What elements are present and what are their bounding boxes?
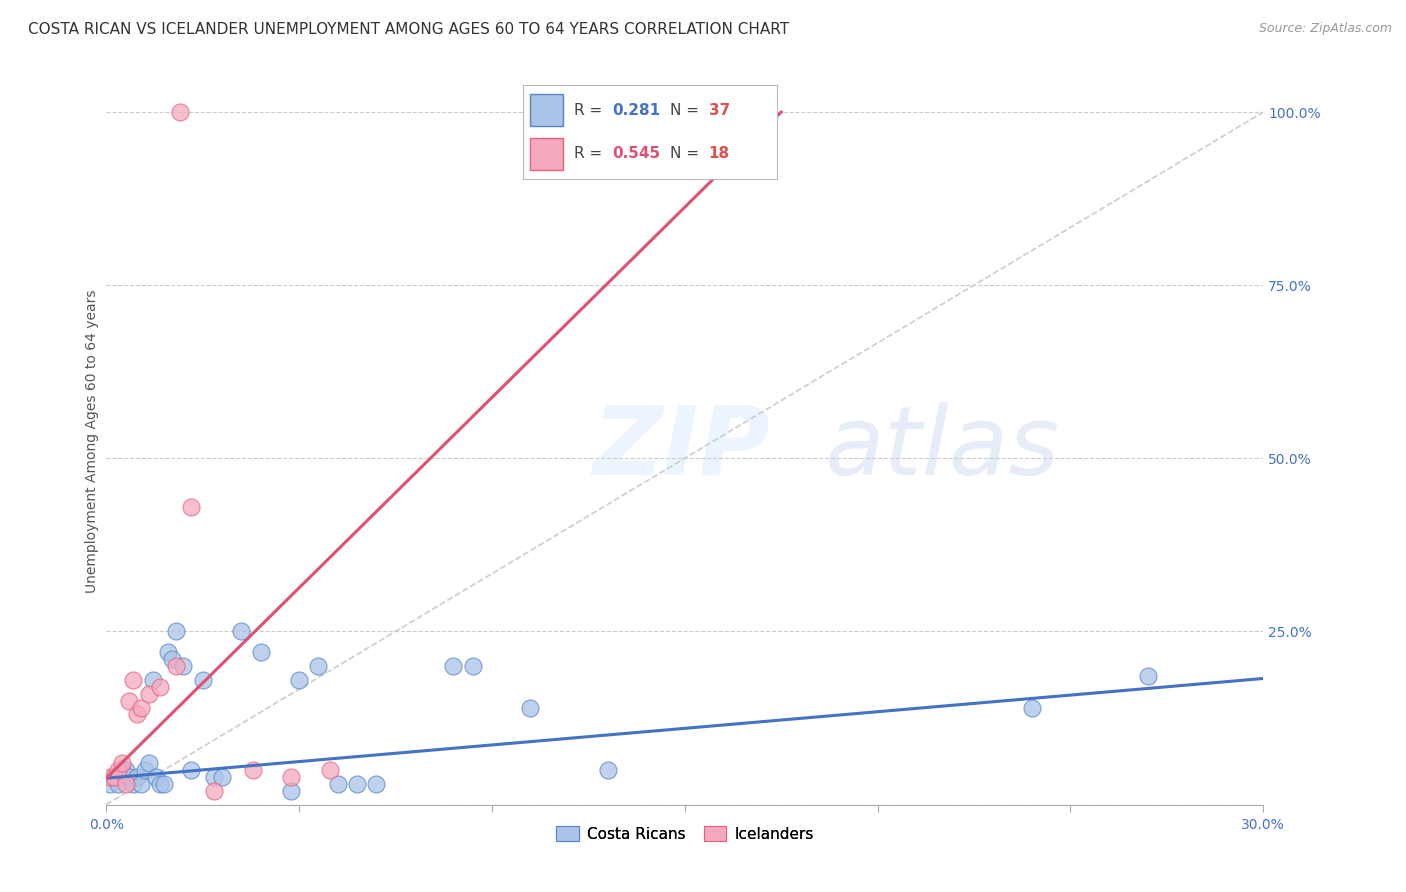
Point xyxy=(103,770,125,784)
Point xyxy=(149,777,172,791)
Point xyxy=(202,770,225,784)
Point xyxy=(134,763,156,777)
Point xyxy=(326,777,349,791)
Point xyxy=(346,777,368,791)
Point xyxy=(153,777,176,791)
Point xyxy=(319,763,342,777)
Point xyxy=(172,659,194,673)
Point xyxy=(596,763,619,777)
Point xyxy=(141,673,163,687)
Point xyxy=(441,659,464,673)
Point xyxy=(127,707,149,722)
Point xyxy=(107,763,129,777)
Point xyxy=(129,700,152,714)
Point xyxy=(249,645,271,659)
Point xyxy=(127,770,149,784)
Point xyxy=(165,624,187,639)
Point xyxy=(122,777,145,791)
Point xyxy=(519,700,541,714)
Point xyxy=(138,756,160,770)
Text: atlas: atlas xyxy=(824,401,1059,495)
Point xyxy=(129,777,152,791)
Point xyxy=(138,687,160,701)
Point xyxy=(98,770,121,784)
Point xyxy=(366,777,388,791)
Point xyxy=(180,500,202,514)
Point xyxy=(114,763,136,777)
Point xyxy=(111,756,134,770)
Point xyxy=(118,693,141,707)
Point xyxy=(180,763,202,777)
Y-axis label: Unemployment Among Ages 60 to 64 years: Unemployment Among Ages 60 to 64 years xyxy=(86,289,100,592)
Point xyxy=(156,645,179,659)
Point xyxy=(122,673,145,687)
Point xyxy=(1136,669,1159,683)
Point xyxy=(107,777,129,791)
Point xyxy=(103,770,125,784)
Text: COSTA RICAN VS ICELANDER UNEMPLOYMENT AMONG AGES 60 TO 64 YEARS CORRELATION CHAR: COSTA RICAN VS ICELANDER UNEMPLOYMENT AM… xyxy=(28,22,789,37)
Text: Source: ZipAtlas.com: Source: ZipAtlas.com xyxy=(1258,22,1392,36)
Point xyxy=(169,105,191,120)
Point xyxy=(231,624,253,639)
Point xyxy=(211,770,233,784)
Legend: Costa Ricans, Icelanders: Costa Ricans, Icelanders xyxy=(550,820,820,847)
Point xyxy=(165,659,187,673)
Text: ZIP: ZIP xyxy=(592,401,770,495)
Point xyxy=(118,770,141,784)
Point xyxy=(288,673,311,687)
Point xyxy=(145,770,167,784)
Point xyxy=(98,777,121,791)
Point xyxy=(191,673,214,687)
Point xyxy=(242,763,264,777)
Point xyxy=(280,770,302,784)
Point xyxy=(160,652,183,666)
Point xyxy=(307,659,329,673)
Point xyxy=(111,763,134,777)
Point xyxy=(280,783,302,797)
Point xyxy=(202,783,225,797)
Point xyxy=(1021,700,1043,714)
Point xyxy=(149,680,172,694)
Point xyxy=(114,777,136,791)
Point xyxy=(461,659,484,673)
